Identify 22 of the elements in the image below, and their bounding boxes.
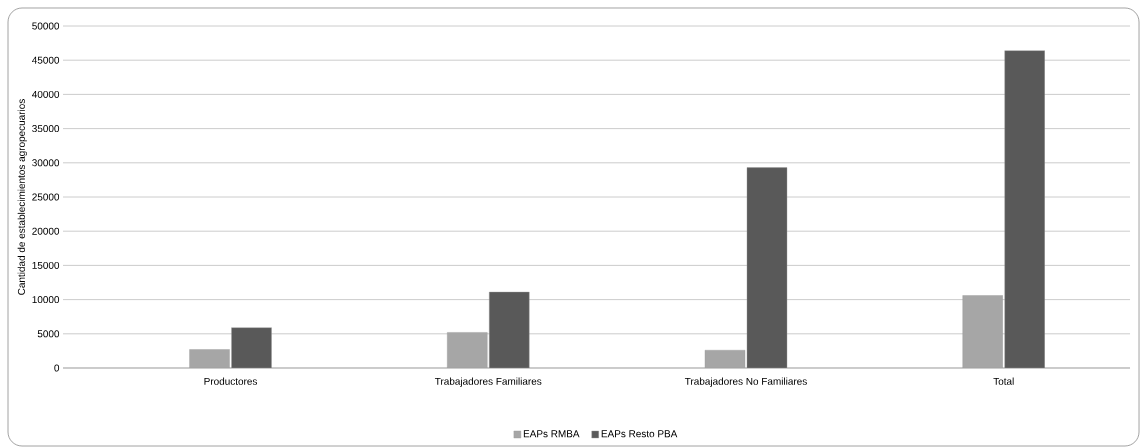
bar	[746, 167, 788, 368]
y-tick-label: 5000	[37, 330, 60, 338]
y-tick-label: 45000	[32, 56, 60, 64]
legend-label: EAPs RMBA	[523, 430, 580, 438]
bar	[489, 291, 530, 368]
y-tick-label: 40000	[32, 90, 60, 98]
y-tick-label: 10000	[32, 296, 60, 304]
y-tick-label: 0	[54, 364, 60, 372]
bar	[1004, 50, 1045, 368]
x-tick-label: Trabajadores No Familiares	[684, 377, 807, 387]
y-tick-label: 25000	[32, 193, 60, 201]
legend-label: EAPs Resto PBA	[601, 430, 678, 438]
x-tick-label: Productores	[204, 377, 258, 385]
y-tick-label: 20000	[32, 227, 60, 235]
bar	[231, 327, 272, 368]
x-tick-label: Trabajadores Familiares	[434, 377, 542, 387]
y-tick-label: 30000	[32, 159, 60, 167]
y-tick-label: 35000	[32, 125, 60, 133]
y-tick-label: 50000	[32, 22, 60, 30]
y-tick-label: 15000	[32, 261, 60, 269]
x-tick-label: Total	[993, 377, 1014, 385]
y-axis-title: Cantidad de establecimientos agropecuarios	[17, 99, 27, 295]
